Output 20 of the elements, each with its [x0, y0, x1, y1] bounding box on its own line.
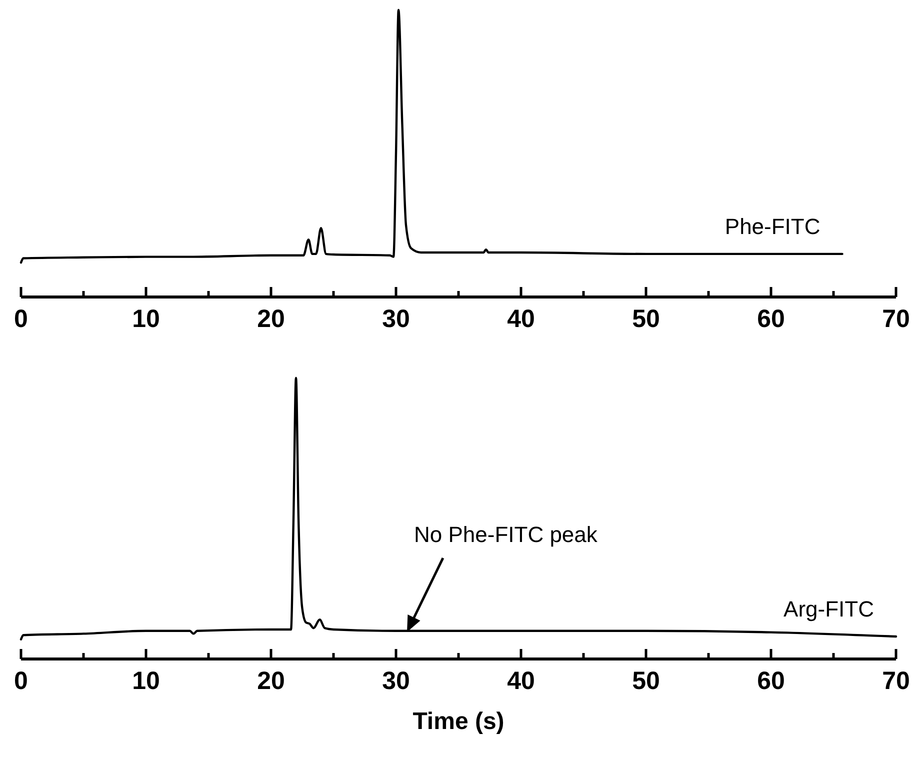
x-tick-label: 40 [507, 305, 535, 333]
x-axis-title: Time (s) [412, 708, 504, 735]
x-tick-label: 70 [882, 305, 910, 333]
x-tick-label: 20 [257, 667, 285, 695]
series-label: Arg-FITC [784, 596, 874, 622]
x-tick-label: 20 [257, 305, 285, 333]
x-tick-label: 30 [382, 305, 410, 333]
x-tick-label: 50 [632, 305, 660, 333]
x-tick-label: 60 [757, 667, 785, 695]
x-tick-label: 0 [14, 667, 28, 695]
x-tick-label: 10 [132, 667, 160, 695]
x-tick-label: 0 [14, 305, 28, 333]
x-tick-label: 10 [132, 305, 160, 333]
annotation: No Phe-FITC peak [414, 522, 598, 547]
x-tick-label: 70 [882, 667, 910, 695]
x-tick-label: 50 [632, 667, 660, 695]
x-tick-label: 30 [382, 667, 410, 695]
series-label: Phe-FITC [724, 214, 820, 239]
x-tick-label: 40 [507, 667, 535, 695]
x-tick-label: 60 [757, 305, 785, 333]
